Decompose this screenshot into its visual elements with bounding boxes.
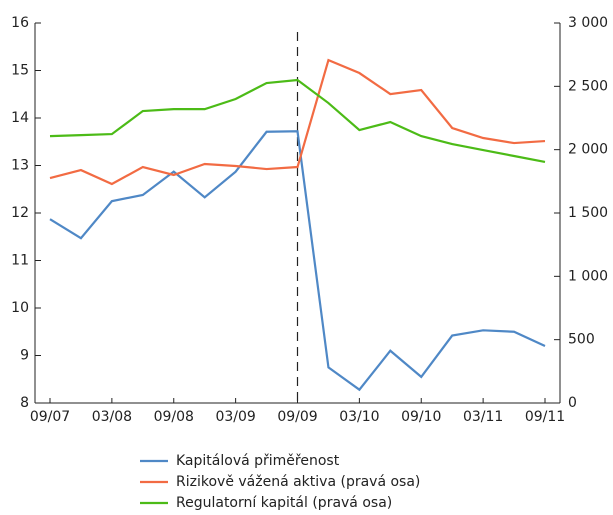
x-tick-label: 09/09	[277, 409, 317, 425]
y2-tick-label: 0	[568, 395, 577, 411]
y-tick-label: 16	[11, 15, 29, 31]
y2-tick-label: 500	[568, 332, 595, 348]
y-tick-label: 13	[11, 158, 29, 174]
y-tick-label: 14	[11, 110, 29, 126]
y-tick-label: 9	[20, 348, 29, 364]
legend-label: Rizikově vážená aktiva (pravá osa)	[176, 474, 420, 490]
series-line	[49, 78, 546, 164]
y2-tick-label: 2 000	[568, 142, 608, 158]
y-tick-label: 11	[11, 253, 29, 269]
x-tick-label: 09/07	[30, 409, 70, 425]
x-tick-label: 09/11	[525, 409, 565, 425]
x-tick-label: 03/09	[215, 409, 255, 425]
x-tick-label: 09/10	[401, 409, 441, 425]
series-line	[49, 130, 546, 392]
legend-label: Regulatorní kapitál (pravá osa)	[176, 495, 392, 511]
series-line	[49, 58, 546, 186]
y-tick-label: 8	[20, 395, 29, 411]
y2-tick-label: 3 000	[568, 15, 608, 31]
x-tick-label: 09/08	[154, 409, 194, 425]
y-tick-label: 15	[11, 63, 29, 79]
y-tick-label: 12	[11, 205, 29, 221]
x-tick-label: 03/08	[92, 409, 132, 425]
legend-label: Kapitálová přiměřenost	[176, 453, 340, 469]
x-tick-label: 03/10	[339, 409, 379, 425]
y2-tick-label: 1 000	[568, 268, 608, 284]
x-tick-label: 03/11	[463, 409, 503, 425]
y2-tick-label: 2 500	[568, 78, 608, 94]
y-tick-label: 10	[11, 300, 29, 316]
y2-tick-label: 1 500	[568, 205, 608, 221]
